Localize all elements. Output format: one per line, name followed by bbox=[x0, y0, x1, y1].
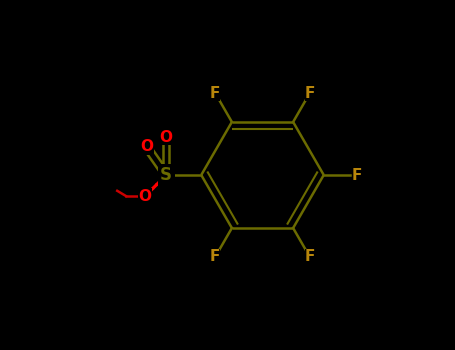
Text: F: F bbox=[304, 86, 315, 101]
Text: O: O bbox=[139, 189, 152, 204]
Text: O: O bbox=[140, 139, 153, 154]
Text: O: O bbox=[160, 130, 173, 145]
Text: F: F bbox=[210, 86, 220, 101]
Text: F: F bbox=[352, 168, 362, 182]
Text: S: S bbox=[160, 166, 172, 184]
Text: F: F bbox=[304, 249, 315, 264]
Text: F: F bbox=[210, 249, 220, 264]
